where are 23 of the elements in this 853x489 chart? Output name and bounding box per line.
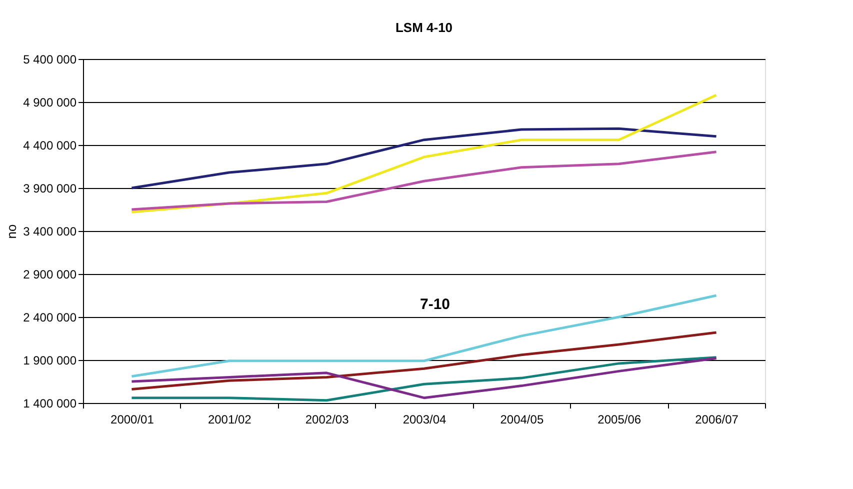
y-tick-label: 4 900 000	[23, 96, 77, 110]
x-tick-label: 2002/03	[305, 412, 350, 426]
y-axis-title: no	[4, 224, 20, 239]
line-series	[130, 150, 718, 211]
y-tick-label: 2 900 000	[23, 268, 77, 282]
line-series	[130, 127, 718, 190]
x-tick-label: 2006/07	[695, 412, 739, 426]
x-tick-label: 2003/04	[402, 412, 447, 426]
y-tick-label: 1 900 000	[23, 354, 77, 368]
y-tick-label: 3 400 000	[23, 224, 77, 238]
x-tick-label: 2005/06	[598, 412, 642, 426]
y-tick-label: 1 400 000	[23, 396, 77, 410]
y-tick-label: 5 400 000	[23, 52, 77, 66]
line-series	[130, 331, 718, 390]
y-tick-label: 3 900 000	[23, 182, 77, 196]
x-tick-label: 2001/02	[208, 412, 252, 426]
line-series	[130, 294, 718, 378]
y-tick-label: 4 400 000	[23, 138, 77, 152]
y-tick-label: 2 400 000	[23, 310, 77, 324]
x-tick-label: 2000/01	[110, 412, 154, 426]
annotation: 7-10	[420, 296, 450, 313]
x-tick-label: 2004/05	[500, 412, 544, 426]
chart-title: LSM 4-10	[395, 20, 453, 35]
